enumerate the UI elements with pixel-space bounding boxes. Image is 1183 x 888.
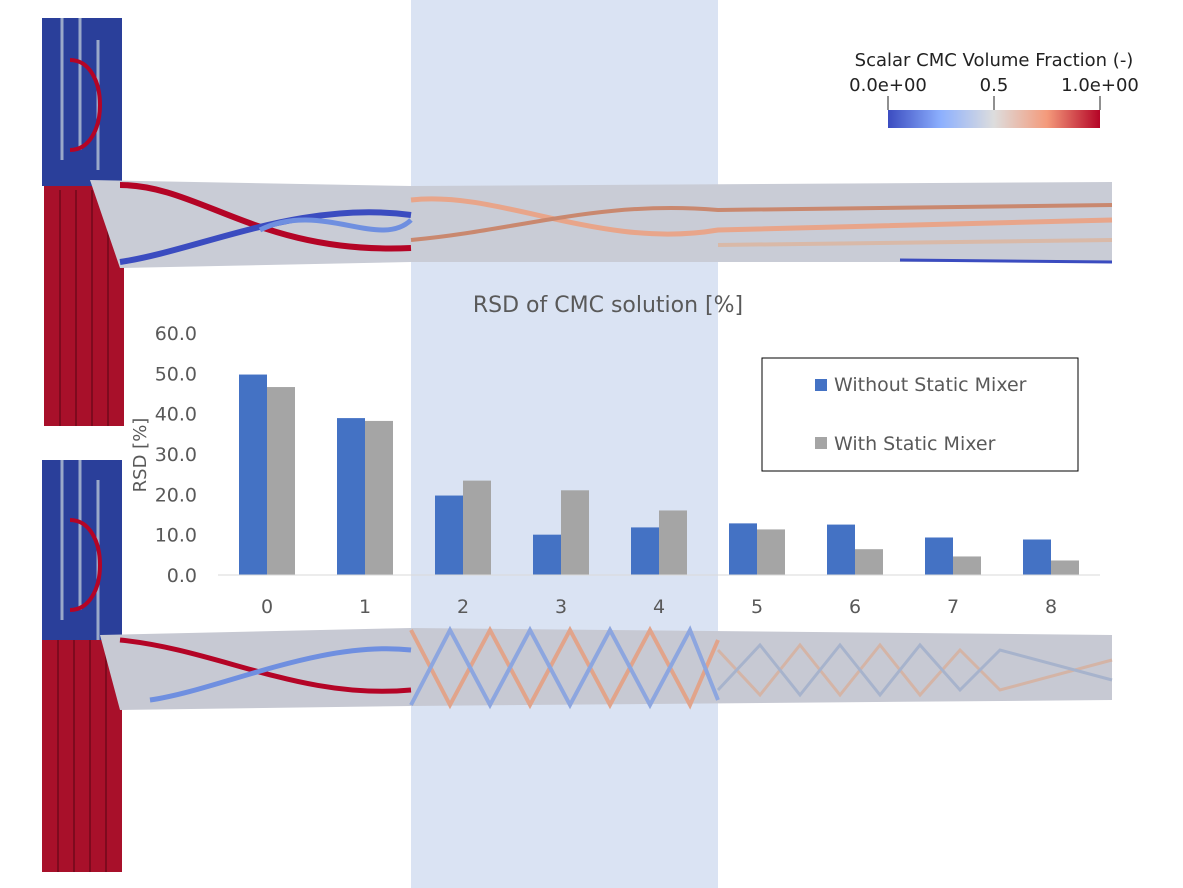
colorbar-title: Scalar CMC Volume Fraction (-) (855, 50, 1134, 71)
streamlines-without-mixer (42, 18, 1113, 426)
y-tick-label: 30.0 (155, 444, 197, 466)
colorbar-tick-max: 1.0e+00 (1061, 75, 1139, 96)
y-axis: 0.0 10.0 20.0 30.0 40.0 50.0 60.0 (155, 323, 197, 587)
bar-without-mixer (925, 537, 953, 575)
x-tick-label: 6 (849, 596, 861, 618)
bar-with-mixer (561, 490, 589, 575)
y-tick-label: 60.0 (155, 323, 197, 345)
y-axis-label: RSD [%] (130, 418, 151, 493)
y-tick-label: 50.0 (155, 363, 197, 385)
chart-title: RSD of CMC solution [%] (473, 293, 743, 318)
bar-without-mixer (533, 534, 561, 575)
x-tick-label: 1 (359, 596, 371, 618)
bar-series (239, 374, 1079, 575)
x-tick-label: 5 (751, 596, 763, 618)
bar-with-mixer (1051, 560, 1079, 575)
colorbar-tick-mid: 0.5 (980, 75, 1009, 96)
y-tick-label: 10.0 (155, 525, 197, 547)
bar-without-mixer (631, 527, 659, 575)
x-axis: 0 1 2 3 4 5 6 7 8 (261, 596, 1057, 618)
bar-without-mixer (435, 495, 463, 575)
y-tick-label: 0.0 (167, 565, 197, 587)
x-tick-label: 7 (947, 596, 959, 618)
bar-without-mixer (827, 524, 855, 575)
bar-without-mixer (337, 418, 365, 575)
legend-label-without-mixer: Without Static Mixer (834, 374, 1027, 396)
y-tick-label: 40.0 (155, 404, 197, 426)
colorbar: Scalar CMC Volume Fraction (-) 0.0e+00 0… (849, 50, 1139, 128)
colorbar-gradient (888, 110, 1100, 128)
legend-box (761, 357, 1079, 472)
legend: Without Static Mixer With Static Mixer (761, 357, 1079, 472)
streamlines-with-mixer (42, 460, 1113, 872)
bar-with-mixer (267, 387, 295, 575)
x-tick-label: 0 (261, 596, 273, 618)
highlight-band (411, 0, 718, 888)
bar-with-mixer (463, 480, 491, 575)
bar-without-mixer (239, 374, 267, 575)
legend-label-with-mixer: With Static Mixer (834, 433, 996, 455)
x-tick-label: 2 (457, 596, 469, 618)
legend-swatch-without-mixer (815, 379, 827, 391)
bar-with-mixer (659, 510, 687, 575)
x-tick-label: 3 (555, 596, 567, 618)
y-tick-label: 20.0 (155, 484, 197, 506)
bar-with-mixer (855, 549, 883, 575)
bar-with-mixer (365, 420, 393, 575)
bar-with-mixer (757, 529, 785, 575)
legend-swatch-with-mixer (815, 437, 827, 449)
x-tick-label: 4 (653, 596, 665, 618)
bar-without-mixer (729, 523, 757, 575)
bar-with-mixer (953, 556, 981, 575)
bar-chart: RSD of CMC solution [%] 0.0 10.0 20.0 30.0 4… (130, 293, 1100, 618)
bar-without-mixer (1023, 539, 1051, 575)
x-tick-label: 8 (1045, 596, 1057, 618)
colorbar-tick-min: 0.0e+00 (849, 75, 927, 96)
